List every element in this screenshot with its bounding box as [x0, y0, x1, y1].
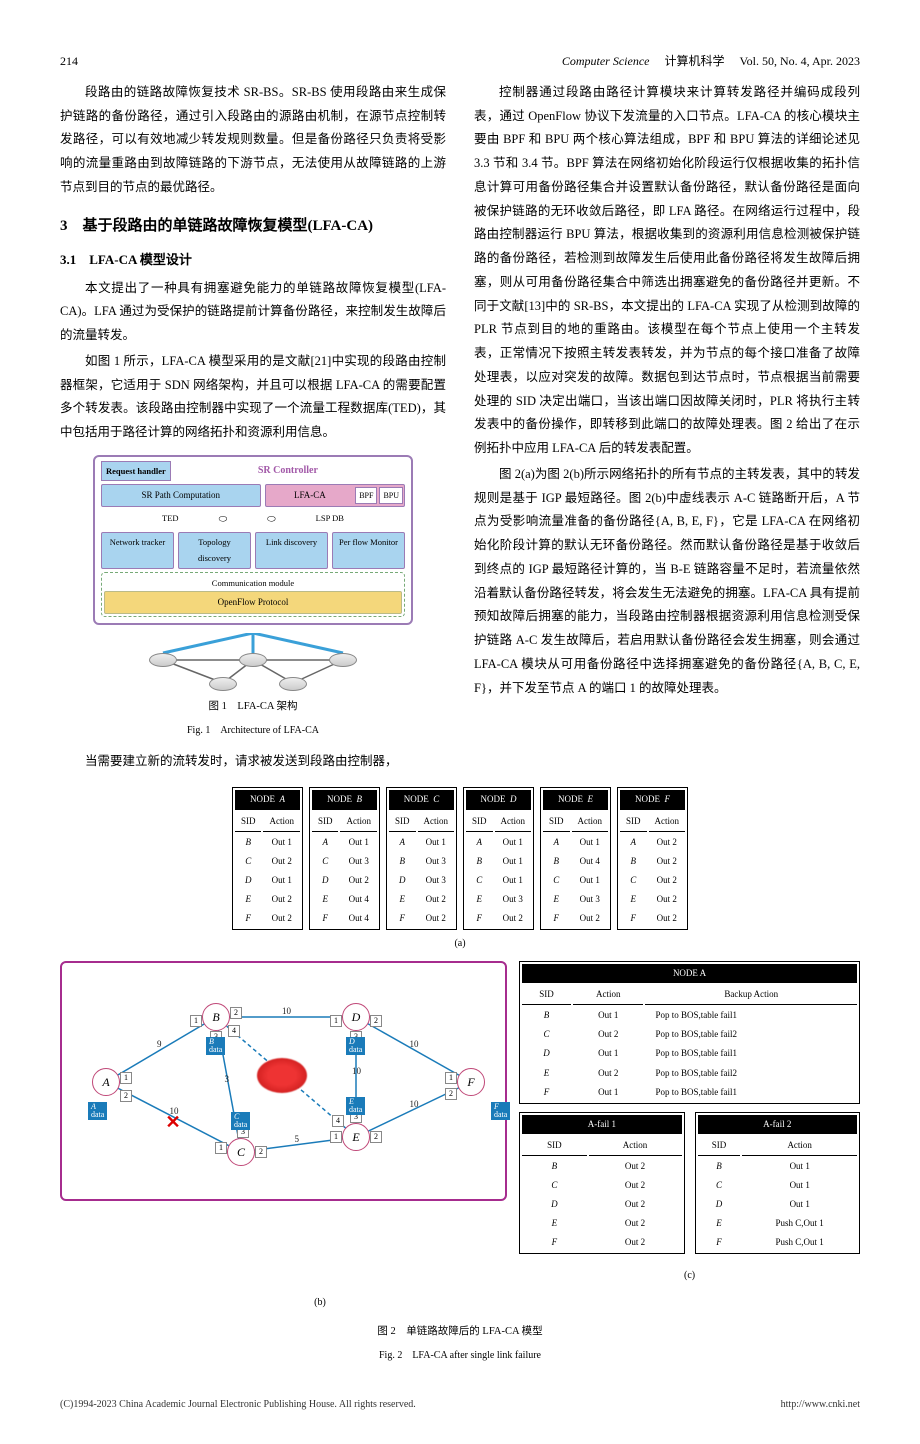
a-fail1-table: A-fail 1SIDActionBOut 2COut 2DOut 2EOut … — [519, 1112, 684, 1255]
node-table-D: NODE DSIDActionAOut 1BOut 1COut 1EOut 3F… — [463, 787, 534, 930]
fig2a-sublabel: (a) — [60, 934, 860, 953]
lfa-ca-box: LFA-CA BPF BPU — [265, 484, 405, 507]
port-box: 1 — [215, 1142, 227, 1154]
left-column: 段路由的链路故障恢复技术 SR-BS。SR-BS 使用段路由来生成保护链路的备份… — [60, 81, 446, 776]
port-box: 2 — [370, 1131, 382, 1143]
port-box: 2 — [255, 1146, 267, 1158]
network-node-F: F — [457, 1068, 485, 1096]
port-box: 2 — [370, 1015, 382, 1027]
router-icon — [149, 653, 177, 667]
right-column: 控制器通过段路由路径计算模块来计算转发路径并编码成段列表，通过 OpenFlow… — [474, 81, 860, 776]
link-broken-icon: ✕ — [166, 1105, 181, 1139]
sr-controller-title: Request handler SR Controller — [101, 461, 405, 481]
port-box: 2 — [445, 1088, 457, 1100]
sr-path-computation: SR Path Computation — [101, 484, 261, 507]
data-label: Cdata — [231, 1112, 250, 1130]
node-table-B: NODE BSIDActionAOut 1COut 3DOut 2EOut 4F… — [309, 787, 380, 930]
network-node-C: C — [227, 1138, 255, 1166]
db-icon: ⬭ — [219, 510, 228, 529]
port-box: 1 — [445, 1072, 457, 1084]
fig2-caption-en: Fig. 2 LFA-CA after single link failure — [60, 1346, 860, 1365]
fig2-caption-cn: 图 2 单链路故障后的 LFA-CA 模型 — [60, 1322, 860, 1342]
port-box: 2 — [120, 1090, 132, 1102]
fig1-caption-cn: 图 1 LFA-CA 架构 — [93, 697, 413, 717]
port-box: 1 — [190, 1015, 202, 1027]
section-3-1-title: 3.1 LFA-CA 模型设计 — [60, 248, 446, 273]
congestion-icon — [257, 1058, 307, 1093]
port-box: 4 — [228, 1025, 240, 1037]
node-a-table: NODE ASIDActionBackup ActionBOut 1Pop to… — [519, 961, 860, 1104]
network-node-D: D — [342, 1003, 370, 1031]
p-after-fig1: 当需要建立新的流转发时，请求被发送到段路由控制器， — [60, 750, 446, 774]
ted-label: TED — [162, 510, 179, 529]
port-box: 4 — [332, 1115, 344, 1127]
port-box: 1 — [330, 1015, 342, 1027]
link-discovery: Link discovery — [255, 532, 328, 568]
p-3-1-1: 本文提出了一种具有拥塞避免能力的单链路故障恢复模型(LFA-CA)。LFA 通过… — [60, 277, 446, 348]
page-footer: (C)1994-2023 China Academic Journal Elec… — [60, 1395, 860, 1414]
page-number: 214 — [60, 50, 78, 73]
right-p2: 图 2(a)为图 2(b)所示网络拓扑的所有节点的主转发表，其中的转发规则是基于… — [474, 463, 860, 701]
edge-weight: 10 — [282, 1003, 291, 1020]
node-table-A: NODE ASIDActionBOut 1COut 2DOut 1EOut 2F… — [232, 787, 303, 930]
p-3-1-2: 如图 1 所示，LFA-CA 模型采用的是文献[21]中实现的段路由控制器框架，… — [60, 350, 446, 445]
fig2c-sublabel: (c) — [519, 1266, 860, 1285]
router-icon — [329, 653, 357, 667]
right-p1: 控制器通过段路由路径计算模块来计算转发路径并编码成段列表，通过 OpenFlow… — [474, 81, 860, 461]
a-fail2-table: A-fail 2SIDActionBOut 1COut 1DOut 1EPush… — [695, 1112, 860, 1255]
openflow-protocol: OpenFlow Protocol — [104, 591, 402, 614]
per-flow-monitor: Per flow Monitor — [332, 532, 405, 568]
edge-weight: 10 — [410, 1036, 419, 1053]
data-label: Bdata — [206, 1037, 225, 1055]
node-table-F: NODE FSIDActionAOut 2BOut 2COut 2EOut 2F… — [617, 787, 688, 930]
footer-url: http://www.cnki.net — [781, 1395, 860, 1414]
figure-1: Request handler SR Controller SR Path Co… — [93, 455, 413, 740]
network-node-B: B — [202, 1003, 230, 1031]
port-box: 2 — [230, 1007, 242, 1019]
router-icon — [209, 677, 237, 691]
data-label: Adata — [88, 1102, 107, 1120]
intro-paragraph: 段路由的链路故障恢复技术 SR-BS。SR-BS 使用段路由来生成保护链路的备份… — [60, 81, 446, 200]
edge-weight: 10 — [352, 1063, 361, 1080]
edge-weight: 5 — [295, 1131, 300, 1148]
topology-discovery: Topology discovery — [178, 532, 251, 568]
port-box: 1 — [120, 1072, 132, 1084]
edge-weight: 9 — [157, 1036, 162, 1053]
node-table-E: NODE ESIDActionAOut 1BOut 4COut 1EOut 3F… — [540, 787, 611, 930]
data-label: Ddata — [346, 1037, 365, 1055]
edge-weight: 10 — [410, 1096, 419, 1113]
network-node-E: E — [342, 1123, 370, 1151]
figure-2b-network: 910✕31025101010A12AdataB1234BdataC123Cda… — [60, 961, 507, 1201]
figure-2a-tables: NODE ASIDActionBOut 1COut 2DOut 1EOut 2F… — [60, 787, 860, 930]
network-node-A: A — [92, 1068, 120, 1096]
data-label: Fdata — [491, 1102, 510, 1120]
figure-2c-tables: NODE ASIDActionBackup ActionBOut 1Pop to… — [519, 961, 860, 1289]
edge-weight: 3 — [225, 1071, 230, 1088]
network-tracker: Network tracker — [101, 532, 174, 568]
db-icon: ⬭ — [267, 510, 276, 529]
communication-module: Communication module OpenFlow Protocol — [101, 572, 405, 617]
network-topology-mini — [93, 633, 413, 693]
page-header: 214 Computer Science 计算机科学 Vol. 50, No. … — [60, 50, 860, 73]
section-3-title: 3 基于段路由的单链路故障恢复模型(LFA-CA) — [60, 212, 446, 241]
journal-info: Computer Science 计算机科学 Vol. 50, No. 4, A… — [562, 50, 860, 73]
data-label: Edata — [346, 1097, 365, 1115]
lspdb-label: LSP DB — [316, 510, 344, 529]
node-table-C: NODE CSIDActionAOut 1BOut 3DOut 3EOut 2F… — [386, 787, 457, 930]
fig2b-sublabel: (b) — [0, 1293, 860, 1312]
router-icon — [239, 653, 267, 667]
router-icon — [279, 677, 307, 691]
fig1-caption-en: Fig. 1 Architecture of LFA-CA — [93, 721, 413, 740]
copyright-text: (C)1994-2023 China Academic Journal Elec… — [60, 1395, 416, 1414]
port-box: 1 — [330, 1131, 342, 1143]
